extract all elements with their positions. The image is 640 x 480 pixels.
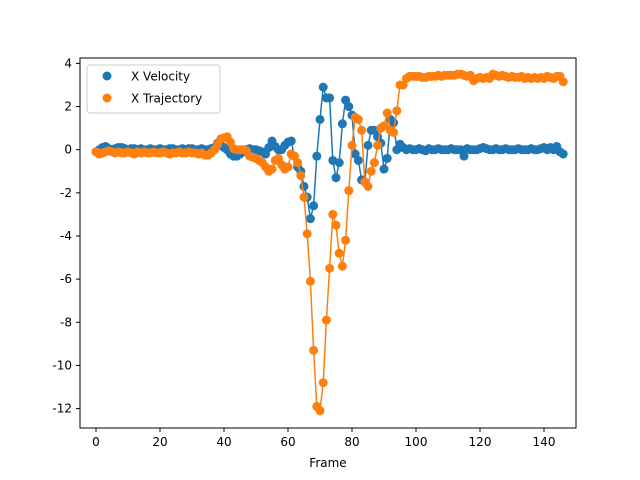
data-point (331, 173, 341, 183)
data-point (309, 345, 319, 355)
data-point (558, 149, 568, 159)
data-point (459, 151, 469, 161)
data-point (353, 114, 363, 124)
data-point (382, 108, 392, 118)
legend-label-x-velocity: X Velocity (131, 70, 190, 84)
data-point (309, 201, 319, 211)
legend: X Velocity X Trajectory (86, 64, 221, 114)
y-tick-label: -6 (60, 272, 72, 286)
legend-marker-x-velocity (102, 71, 112, 81)
x-tick-label: 60 (280, 435, 295, 449)
data-point (302, 229, 312, 239)
data-point (334, 158, 344, 168)
y-axis: 4 2 0 -2 -4 -6 -8 -10 -12 (52, 56, 80, 416)
data-point (334, 248, 344, 258)
data-point (558, 77, 568, 87)
data-point (296, 171, 306, 181)
data-point (357, 125, 367, 135)
y-tick-label: 4 (64, 56, 72, 70)
data-point (305, 276, 315, 286)
data-point (283, 162, 293, 172)
data-point (312, 151, 322, 161)
data-point (373, 140, 383, 150)
y-tick-label: -10 (52, 358, 72, 372)
x-tick-label: 40 (216, 435, 231, 449)
x-tick-label: 80 (344, 435, 359, 449)
x-axis-label: Frame (309, 456, 346, 470)
data-point (366, 166, 376, 176)
series-x-trajectory (91, 69, 568, 416)
data-point (328, 209, 338, 219)
y-tick-label: -4 (60, 229, 72, 243)
data-point (337, 261, 347, 271)
data-point (315, 406, 325, 416)
data-point (392, 106, 402, 116)
data-point (321, 315, 331, 325)
data-point (299, 181, 309, 191)
legend-label-x-trajectory: X Trajectory (131, 92, 202, 106)
data-point (341, 235, 351, 245)
data-point (369, 158, 379, 168)
data-point (353, 155, 363, 165)
data-point (331, 220, 341, 230)
y-tick-label: 0 (64, 143, 72, 157)
data-point (347, 140, 357, 150)
data-point (344, 102, 354, 112)
data-point (363, 140, 373, 150)
y-tick-label: -12 (52, 402, 72, 416)
data-point (318, 378, 328, 388)
data-point (315, 114, 325, 124)
data-point (379, 164, 389, 174)
x-tick-label: 0 (92, 435, 100, 449)
data-point (325, 263, 335, 273)
x-tick-label: 20 (152, 435, 167, 449)
data-point (286, 136, 296, 146)
data-point (379, 121, 389, 131)
legend-box (86, 64, 221, 114)
data-point (305, 214, 315, 224)
data-point (318, 82, 328, 92)
data-point (325, 93, 335, 103)
data-point (344, 186, 354, 196)
x-tick-label: 120 (469, 435, 492, 449)
y-tick-label: -8 (60, 315, 72, 329)
data-point (293, 158, 303, 168)
data-point (299, 192, 309, 202)
data-point (267, 164, 277, 174)
data-point (389, 127, 399, 137)
x-tick-label: 100 (405, 435, 428, 449)
data-point (382, 153, 392, 163)
series-layer (91, 69, 568, 416)
data-point (363, 181, 373, 191)
y-tick-label: -2 (60, 186, 72, 200)
x-axis: 0 20 40 60 80 100 120 140 (92, 428, 555, 449)
legend-marker-x-trajectory (102, 93, 112, 103)
data-point (337, 119, 347, 129)
x-tick-label: 140 (533, 435, 556, 449)
y-tick-label: 2 (64, 100, 72, 114)
plot-frame (79, 57, 577, 429)
